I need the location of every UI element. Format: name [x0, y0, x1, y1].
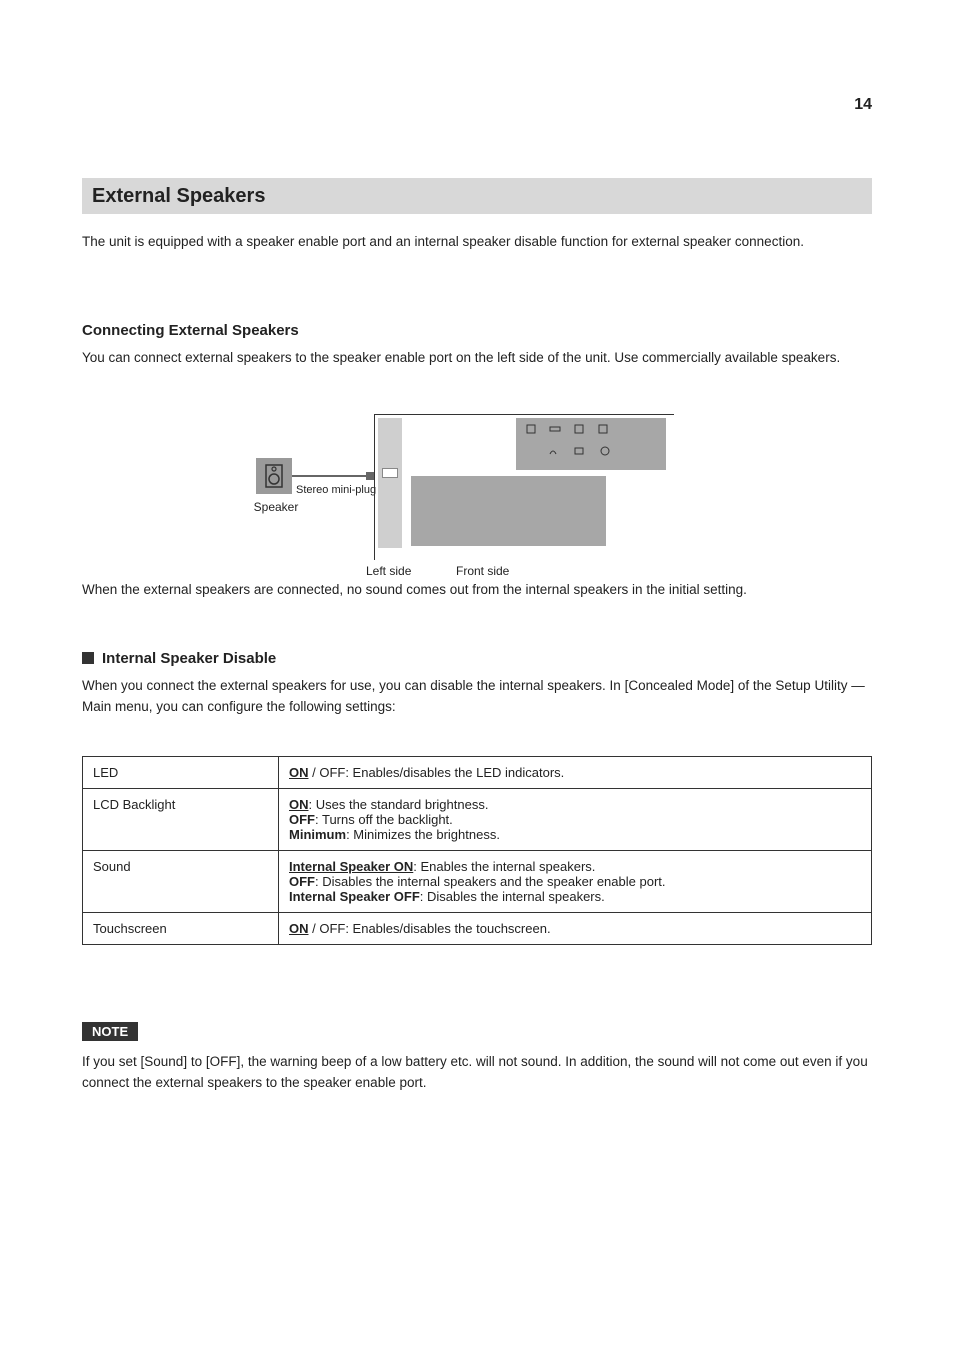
table-row: LEDON / OFF: Enables/disables the LED in…: [83, 757, 872, 789]
keyboard-area: [411, 476, 606, 546]
port-icon: [572, 422, 586, 436]
option-description: / OFF: Enables/disables the LED indicato…: [309, 765, 565, 780]
port-icon: [596, 422, 610, 436]
page-number: 14: [854, 96, 872, 114]
heading-disable-text: Internal Speaker Disable: [102, 650, 276, 667]
table-cell-item: Sound: [83, 851, 279, 913]
speaker-icon: [256, 458, 292, 494]
table-row: TouchscreenON / OFF: Enables/disables th…: [83, 913, 872, 945]
option-description: : Disables the internal speakers and the…: [315, 874, 666, 889]
port-icon: [598, 444, 612, 458]
option-description: : Uses the standard brightness.: [309, 797, 489, 812]
option-value: OFF: [289, 874, 315, 889]
option-value: Internal Speaker ON: [289, 859, 413, 874]
section-title: External Speakers: [92, 185, 265, 208]
option-description: / OFF: Enables/disables the touchscreen.: [309, 921, 551, 936]
table-cell-item: LCD Backlight: [83, 789, 279, 851]
intro-paragraph: The unit is equipped with a speaker enab…: [82, 232, 872, 253]
option-value: Internal Speaker OFF: [289, 889, 420, 904]
option-value: ON: [289, 765, 309, 780]
port-icon: [548, 422, 562, 436]
port-row-2: [546, 444, 612, 458]
page: 14 External Speakers The unit is equippe…: [0, 0, 954, 1352]
table-cell-item: LED: [83, 757, 279, 789]
port-icon: [546, 444, 560, 458]
option-description: : Turns off the backlight.: [315, 812, 453, 827]
front-side-label: Front side: [456, 564, 509, 578]
port-icon: [524, 422, 538, 436]
paragraph-connecting: You can connect external speakers to the…: [82, 348, 872, 369]
table-cell-description: Internal Speaker ON: Enables the interna…: [279, 851, 872, 913]
table-cell-description: ON: Uses the standard brightness.OFF: Tu…: [279, 789, 872, 851]
option-value: ON: [289, 797, 309, 812]
connection-diagram: Speaker Stereo mini-plug Left side Front…: [256, 414, 676, 564]
option-value: OFF: [289, 812, 315, 827]
port-row-1: [524, 422, 610, 436]
heading-connecting: Connecting External Speakers: [82, 322, 299, 339]
left-side-strip: [378, 418, 402, 548]
paragraph-after-diagram: When the external speakers are connected…: [82, 580, 872, 601]
section-title-bar: External Speakers: [82, 178, 872, 214]
table-cell-item: Touchscreen: [83, 913, 279, 945]
option-description: : Minimizes the brightness.: [346, 827, 500, 842]
note-label: NOTE: [82, 1022, 138, 1041]
option-value: Minimum: [289, 827, 346, 842]
option-description: : Enables the internal speakers.: [413, 859, 595, 874]
port-icon: [572, 444, 586, 458]
square-bullet-icon: [82, 652, 94, 664]
left-side-label: Left side: [366, 564, 411, 578]
speaker-label: Speaker: [246, 500, 306, 514]
option-value: ON: [289, 921, 309, 936]
table-cell-description: ON / OFF: Enables/disables the touchscre…: [279, 913, 872, 945]
table-cell-description: ON / OFF: Enables/disables the LED indic…: [279, 757, 872, 789]
table-row: SoundInternal Speaker ON: Enables the in…: [83, 851, 872, 913]
table-row: LCD BacklightON: Uses the standard brigh…: [83, 789, 872, 851]
settings-table: LEDON / OFF: Enables/disables the LED in…: [82, 756, 872, 945]
note-body: If you set [Sound] to [OFF], the warning…: [82, 1052, 872, 1094]
plug-tip: [366, 472, 374, 480]
option-description: : Disables the internal speakers.: [420, 889, 605, 904]
plug-cable: [292, 475, 366, 477]
heading-disable: Internal Speaker Disable: [82, 650, 276, 667]
paragraph-disable: When you connect the external speakers f…: [82, 676, 872, 718]
plug-label: Stereo mini-plug: [296, 484, 376, 496]
speaker-jack-port: [382, 468, 398, 478]
